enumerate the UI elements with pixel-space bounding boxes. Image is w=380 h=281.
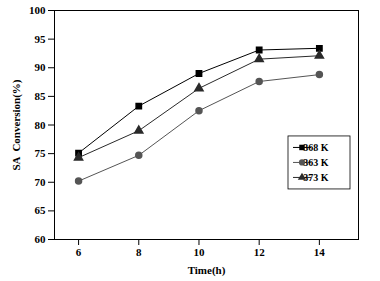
svg-text:8: 8 — [136, 246, 142, 258]
svg-text:6: 6 — [76, 246, 82, 258]
svg-text:60: 60 — [35, 233, 47, 245]
svg-text:95: 95 — [35, 33, 47, 45]
svg-text:363 K: 363 K — [303, 157, 329, 168]
svg-text:Time(h): Time(h) — [188, 264, 226, 277]
svg-text:75: 75 — [35, 147, 47, 159]
svg-text:90: 90 — [35, 61, 47, 73]
svg-text:12: 12 — [254, 246, 266, 258]
svg-text:10: 10 — [193, 246, 205, 258]
svg-text:SA Conversion(%): SA Conversion(%) — [10, 79, 23, 170]
svg-text:368 K: 368 K — [303, 142, 329, 153]
svg-text:14: 14 — [314, 246, 326, 258]
svg-text:70: 70 — [35, 176, 47, 188]
svg-text:100: 100 — [29, 4, 46, 16]
svg-text:85: 85 — [35, 90, 47, 102]
svg-text:65: 65 — [35, 204, 47, 216]
svg-text:80: 80 — [35, 119, 47, 131]
svg-text:373 K: 373 K — [303, 172, 329, 183]
